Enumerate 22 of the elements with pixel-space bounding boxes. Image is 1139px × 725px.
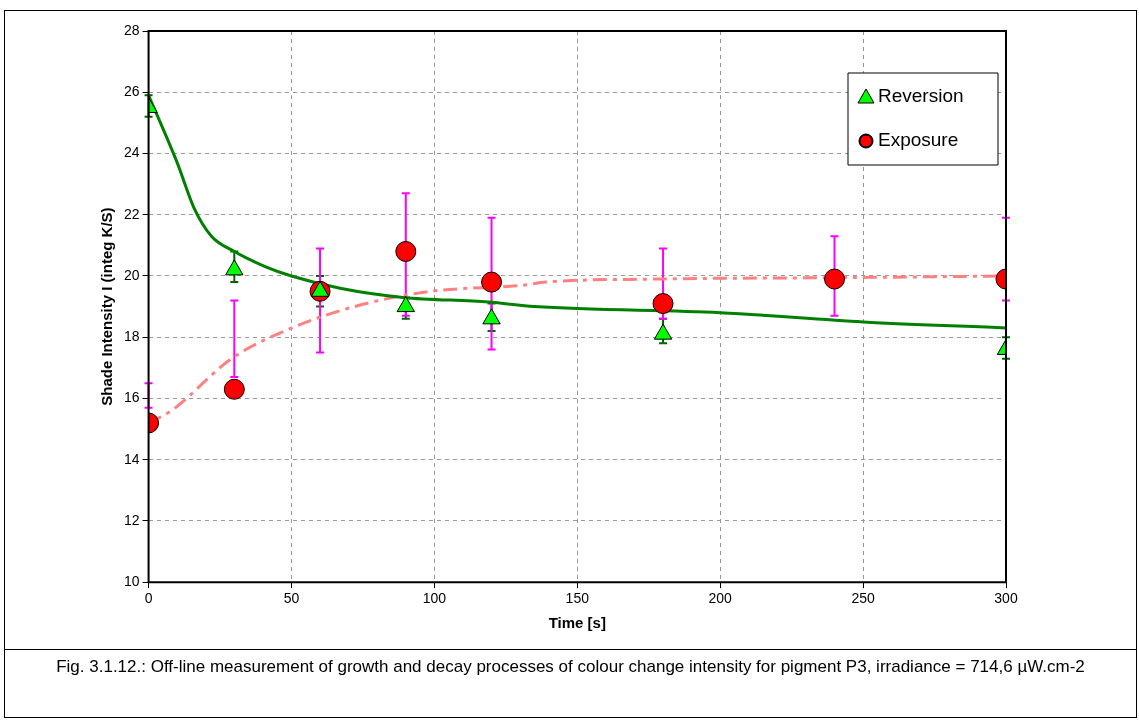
y-tick-label: 26 [123,83,140,100]
y-tick-label: 20 [123,266,140,283]
x-tick-label: 300 [994,590,1018,607]
x-tick-label: 100 [422,590,447,607]
y-axis-title: Shade Intensity I (integ K/S) [98,207,116,406]
y-tick-label: 22 [123,205,140,222]
x-tick-label: 50 [283,590,300,607]
y-tick-label: 14 [123,450,140,467]
legend-label: Exposure [878,129,959,151]
legend-label: Reversion [878,85,964,107]
x-tick-label: 200 [708,590,733,607]
y-tick-label: 24 [123,144,140,161]
y-tick-label: 12 [123,511,140,528]
y-tick-label: 18 [123,328,140,345]
x-axis-title: Time [s] [548,614,606,632]
x-tick-label: 0 [144,590,153,607]
y-tick-label: 16 [123,389,140,406]
caption: Fig. 3.1.12.: Off-line measurement of growth and decay processes of colour change intensity for pigment P3, irradiance = 714,6 µW.cm-2 [5,649,1136,718]
x-tick-label: 250 [851,590,875,607]
x-tick-label: 150 [565,590,590,607]
y-tick-label: 28 [123,21,140,38]
y-tick-label: 10 [123,573,140,590]
